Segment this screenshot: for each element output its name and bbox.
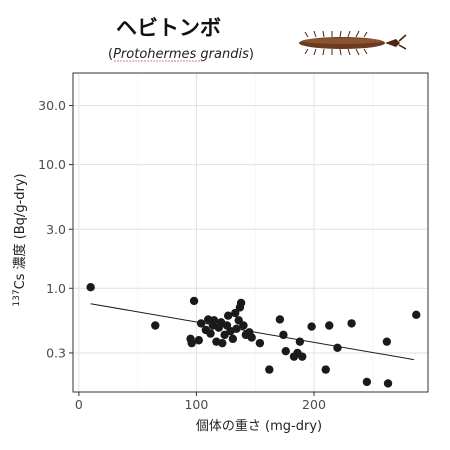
y-tick-label: 1.0 [46,281,66,296]
data-point [362,377,372,387]
data-point [321,365,330,374]
y-tick-label: 10.0 [38,157,66,172]
y-tick-label: 30.0 [38,98,66,113]
data-point [333,343,342,353]
data-point [228,334,238,344]
data-point [196,319,206,328]
y-tick-label: 0.3 [46,345,66,360]
data-point [194,336,203,345]
data-point [223,311,233,320]
data-point [232,324,241,334]
x-axis: 0 100 200 [75,392,326,412]
data-point [236,298,246,308]
data-point [383,379,393,388]
data-point [206,329,215,338]
data-point [347,319,356,328]
x-tick-label: 200 [302,397,326,412]
species-name: Protohermes grandis [113,47,249,62]
data-point [189,296,199,306]
data-point [382,337,392,346]
y-axis-label: 137Cs 濃度 (Bq/g-dry) [12,173,28,306]
data-point [239,321,248,330]
plot-panel-border [72,72,429,393]
data-point [279,330,288,340]
data-point [151,321,160,330]
data-point [281,346,290,356]
data-point [187,338,196,348]
data-point [231,308,240,318]
data-point [298,352,307,361]
data-point [255,338,265,348]
grid [73,73,428,392]
data-point [295,337,305,346]
y-tick-label: 3.0 [46,222,66,237]
chart-subtitle: (Protohermes grandis) [108,47,254,62]
chart-title: ヘビトンボ [116,16,221,40]
data-point [247,333,256,342]
data-point [265,365,274,374]
x-axis-label: 個体の重さ (mg-dry) [196,418,322,434]
x-tick-label: 100 [184,397,208,412]
data-point [86,283,95,292]
data-point [275,315,285,324]
x-tick-label: 0 [75,397,83,412]
y-axis-label-superscript: 137 [12,289,22,306]
dobsonfly-larva-icon [299,30,407,56]
data-point [325,321,334,330]
data-point [412,310,421,320]
data-point [209,316,219,325]
data-points [86,283,421,388]
data-point [218,338,227,348]
data-point [307,322,316,331]
y-axis: 0.3 1.0 3.0 10.0 30.0 [38,98,73,360]
